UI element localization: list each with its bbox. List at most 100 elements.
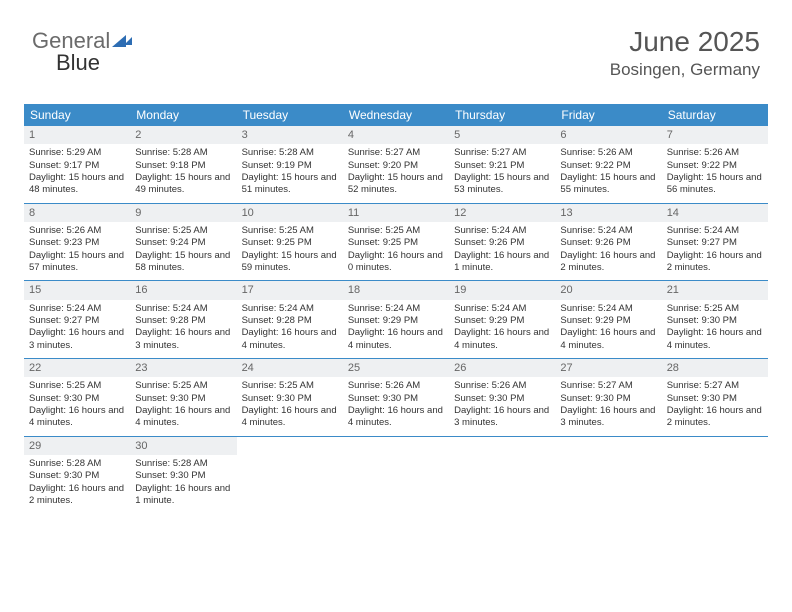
- sunrise-text: Sunrise: 5:24 AM: [667, 225, 763, 237]
- sunset-text: Sunset: 9:30 PM: [135, 470, 231, 482]
- day-cell: 14Sunrise: 5:24 AMSunset: 9:27 PMDayligh…: [662, 204, 768, 281]
- day-body: Sunrise: 5:24 AMSunset: 9:26 PMDaylight:…: [555, 222, 661, 280]
- day-cell: 2Sunrise: 5:28 AMSunset: 9:18 PMDaylight…: [130, 126, 236, 203]
- sunset-text: Sunset: 9:30 PM: [348, 393, 444, 405]
- day-header: Sunday: [24, 104, 130, 126]
- sunset-text: Sunset: 9:21 PM: [454, 160, 550, 172]
- daylight-text: Daylight: 16 hours and 4 minutes.: [29, 405, 125, 430]
- day-number: 7: [662, 126, 768, 144]
- day-number: 27: [555, 359, 661, 377]
- sunrise-text: Sunrise: 5:24 AM: [560, 225, 656, 237]
- daylight-text: Daylight: 16 hours and 3 minutes.: [29, 327, 125, 352]
- day-number: 14: [662, 204, 768, 222]
- daylight-text: Daylight: 16 hours and 4 minutes.: [560, 327, 656, 352]
- daylight-text: Daylight: 16 hours and 4 minutes.: [242, 405, 338, 430]
- day-cell: 7Sunrise: 5:26 AMSunset: 9:22 PMDaylight…: [662, 126, 768, 203]
- sunrise-text: Sunrise: 5:24 AM: [454, 303, 550, 315]
- day-number: 24: [237, 359, 343, 377]
- day-number: 8: [24, 204, 130, 222]
- day-body: Sunrise: 5:29 AMSunset: 9:17 PMDaylight:…: [24, 144, 130, 202]
- daylight-text: Daylight: 16 hours and 2 minutes.: [667, 250, 763, 275]
- day-cell: 15Sunrise: 5:24 AMSunset: 9:27 PMDayligh…: [24, 281, 130, 358]
- day-body: Sunrise: 5:24 AMSunset: 9:28 PMDaylight:…: [130, 300, 236, 358]
- sunset-text: Sunset: 9:26 PM: [454, 237, 550, 249]
- day-cell: 20Sunrise: 5:24 AMSunset: 9:29 PMDayligh…: [555, 281, 661, 358]
- daylight-text: Daylight: 15 hours and 55 minutes.: [560, 172, 656, 197]
- day-cell: 11Sunrise: 5:25 AMSunset: 9:25 PMDayligh…: [343, 204, 449, 281]
- day-cell: 26Sunrise: 5:26 AMSunset: 9:30 PMDayligh…: [449, 359, 555, 436]
- day-cell: [237, 437, 343, 514]
- day-number: 29: [24, 437, 130, 455]
- day-cell: [343, 437, 449, 514]
- sunset-text: Sunset: 9:30 PM: [667, 393, 763, 405]
- week-row: 15Sunrise: 5:24 AMSunset: 9:27 PMDayligh…: [24, 281, 768, 359]
- day-number: 15: [24, 281, 130, 299]
- day-cell: 22Sunrise: 5:25 AMSunset: 9:30 PMDayligh…: [24, 359, 130, 436]
- day-cell: 9Sunrise: 5:25 AMSunset: 9:24 PMDaylight…: [130, 204, 236, 281]
- daylight-text: Daylight: 15 hours and 48 minutes.: [29, 172, 125, 197]
- day-header: Thursday: [449, 104, 555, 126]
- day-cell: 8Sunrise: 5:26 AMSunset: 9:23 PMDaylight…: [24, 204, 130, 281]
- week-row: 29Sunrise: 5:28 AMSunset: 9:30 PMDayligh…: [24, 437, 768, 514]
- logo-triangle-small-icon: [124, 37, 132, 45]
- day-body: Sunrise: 5:26 AMSunset: 9:30 PMDaylight:…: [449, 377, 555, 435]
- day-body: Sunrise: 5:26 AMSunset: 9:22 PMDaylight:…: [662, 144, 768, 202]
- daylight-text: Daylight: 16 hours and 1 minute.: [135, 483, 231, 508]
- day-body: Sunrise: 5:27 AMSunset: 9:30 PMDaylight:…: [555, 377, 661, 435]
- sunrise-text: Sunrise: 5:25 AM: [29, 380, 125, 392]
- day-cell: 13Sunrise: 5:24 AMSunset: 9:26 PMDayligh…: [555, 204, 661, 281]
- daylight-text: Daylight: 15 hours and 53 minutes.: [454, 172, 550, 197]
- day-body: Sunrise: 5:28 AMSunset: 9:19 PMDaylight:…: [237, 144, 343, 202]
- sunset-text: Sunset: 9:30 PM: [560, 393, 656, 405]
- day-cell: [555, 437, 661, 514]
- location-label: Bosingen, Germany: [610, 60, 760, 80]
- logo-line2: Blue: [56, 50, 100, 76]
- sunrise-text: Sunrise: 5:26 AM: [560, 147, 656, 159]
- sunrise-text: Sunrise: 5:25 AM: [348, 225, 444, 237]
- day-header: Wednesday: [343, 104, 449, 126]
- day-cell: 6Sunrise: 5:26 AMSunset: 9:22 PMDaylight…: [555, 126, 661, 203]
- sunset-text: Sunset: 9:25 PM: [348, 237, 444, 249]
- day-cell: 17Sunrise: 5:24 AMSunset: 9:28 PMDayligh…: [237, 281, 343, 358]
- daylight-text: Daylight: 16 hours and 3 minutes.: [454, 405, 550, 430]
- day-body: Sunrise: 5:24 AMSunset: 9:29 PMDaylight:…: [555, 300, 661, 358]
- day-number: 10: [237, 204, 343, 222]
- sunrise-text: Sunrise: 5:28 AM: [242, 147, 338, 159]
- day-body: Sunrise: 5:24 AMSunset: 9:27 PMDaylight:…: [662, 222, 768, 280]
- sunrise-text: Sunrise: 5:27 AM: [348, 147, 444, 159]
- daylight-text: Daylight: 15 hours and 58 minutes.: [135, 250, 231, 275]
- sunset-text: Sunset: 9:22 PM: [560, 160, 656, 172]
- day-cell: 1Sunrise: 5:29 AMSunset: 9:17 PMDaylight…: [24, 126, 130, 203]
- day-number: 13: [555, 204, 661, 222]
- day-cell: [662, 437, 768, 514]
- day-number: 1: [24, 126, 130, 144]
- day-number: 16: [130, 281, 236, 299]
- sunrise-text: Sunrise: 5:25 AM: [242, 380, 338, 392]
- day-number: 22: [24, 359, 130, 377]
- day-number: 18: [343, 281, 449, 299]
- day-cell: [449, 437, 555, 514]
- daylight-text: Daylight: 16 hours and 4 minutes.: [348, 327, 444, 352]
- sunrise-text: Sunrise: 5:26 AM: [667, 147, 763, 159]
- sunset-text: Sunset: 9:29 PM: [454, 315, 550, 327]
- day-number: 2: [130, 126, 236, 144]
- day-header: Saturday: [662, 104, 768, 126]
- sunrise-text: Sunrise: 5:24 AM: [29, 303, 125, 315]
- day-cell: 24Sunrise: 5:25 AMSunset: 9:30 PMDayligh…: [237, 359, 343, 436]
- sunrise-text: Sunrise: 5:24 AM: [454, 225, 550, 237]
- sunset-text: Sunset: 9:28 PM: [242, 315, 338, 327]
- sunrise-text: Sunrise: 5:24 AM: [560, 303, 656, 315]
- day-body: Sunrise: 5:24 AMSunset: 9:27 PMDaylight:…: [24, 300, 130, 358]
- daylight-text: Daylight: 16 hours and 4 minutes.: [667, 327, 763, 352]
- sunrise-text: Sunrise: 5:27 AM: [454, 147, 550, 159]
- sunset-text: Sunset: 9:30 PM: [135, 393, 231, 405]
- day-cell: 19Sunrise: 5:24 AMSunset: 9:29 PMDayligh…: [449, 281, 555, 358]
- sunset-text: Sunset: 9:30 PM: [454, 393, 550, 405]
- day-body: Sunrise: 5:26 AMSunset: 9:30 PMDaylight:…: [343, 377, 449, 435]
- sunset-text: Sunset: 9:27 PM: [667, 237, 763, 249]
- day-number: 25: [343, 359, 449, 377]
- sunset-text: Sunset: 9:28 PM: [135, 315, 231, 327]
- day-body: Sunrise: 5:27 AMSunset: 9:20 PMDaylight:…: [343, 144, 449, 202]
- sunset-text: Sunset: 9:20 PM: [348, 160, 444, 172]
- sunset-text: Sunset: 9:23 PM: [29, 237, 125, 249]
